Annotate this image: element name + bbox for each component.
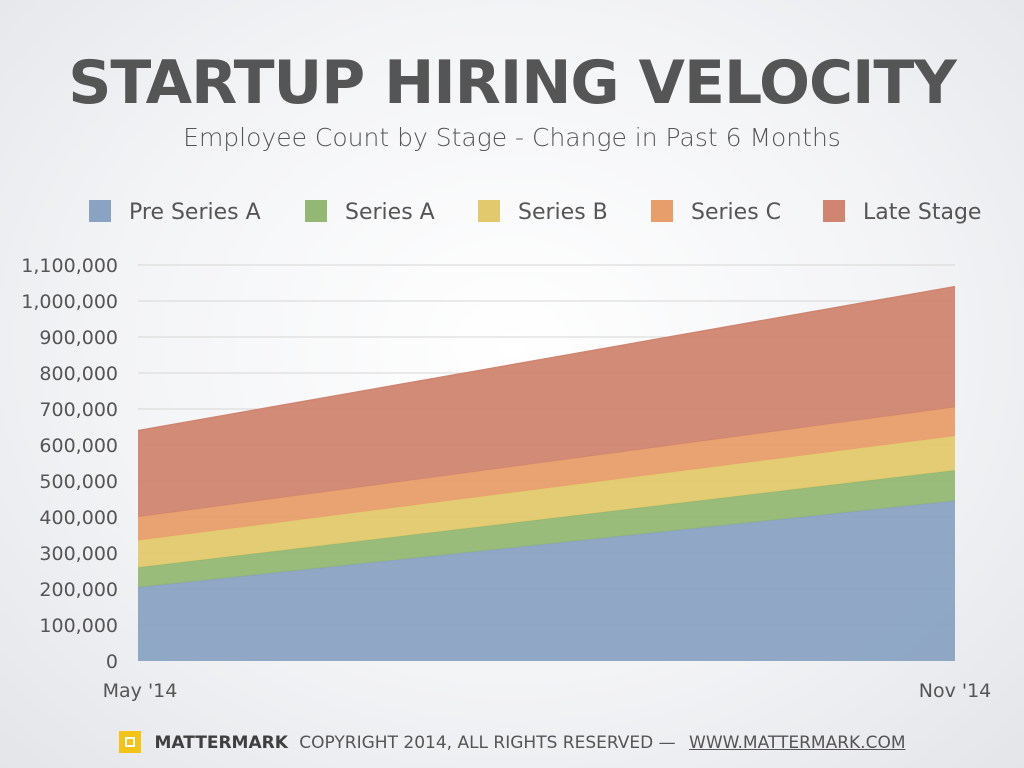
legend-label: Pre Series A: [129, 200, 261, 225]
area-series-5: [138, 286, 955, 517]
legend-swatch: [651, 200, 673, 222]
x-axis: May '14 Nov '14: [103, 680, 992, 702]
legend-item: Series A: [305, 200, 435, 225]
footer-brand: MATTERMARK: [154, 733, 288, 753]
y-tick-label: 800,000: [39, 363, 118, 385]
mattermark-logo-icon: [118, 731, 141, 753]
area-edge-5: [137, 285, 956, 432]
area-series-1: [138, 500, 955, 661]
y-tick-label: 200,000: [39, 579, 118, 601]
legend-item: Series B: [478, 200, 608, 225]
x-tick-label: Nov '14: [919, 680, 992, 702]
legend-label: Series C: [691, 200, 781, 225]
y-tick-label: 0: [106, 651, 118, 673]
legend-item: Late Stage: [823, 200, 981, 225]
legend-label: Late Stage: [863, 200, 981, 225]
legend-item: Pre Series A: [89, 200, 261, 225]
chart-subtitle: Employee Count by Stage - Change in Past…: [183, 123, 841, 152]
y-tick-label: 600,000: [39, 435, 118, 457]
chart-legend: Pre Series A Series A Series B Series C Late…: [89, 200, 981, 225]
stacked-area-chart: Pre Series A Series A Series B Series C Late…: [21, 200, 992, 702]
legend-item: Series C: [651, 200, 781, 225]
footer: MATTERMARK COPYRIGHT 2014, ALL RIGHTS RE…: [0, 730, 1024, 756]
chart-areas: [137, 285, 956, 661]
area-series-4: [138, 407, 955, 541]
y-tick-label: 900,000: [39, 327, 118, 349]
legend-label: Series B: [518, 200, 608, 225]
legend-swatch: [823, 200, 845, 222]
legend-swatch: [478, 200, 500, 222]
y-tick-label: 1,100,000: [21, 255, 118, 277]
legend-swatch: [305, 200, 327, 222]
y-tick-label: 400,000: [39, 507, 118, 529]
y-tick-label: 1,000,000: [21, 291, 118, 313]
y-axis: 0 100,000 200,000 300,000 400,000 500,000 600,…: [21, 255, 118, 673]
area-series-2: [138, 470, 955, 588]
x-tick-label: May '14: [103, 680, 178, 702]
area-series-3: [138, 436, 955, 568]
chart-title: STARTUP HIRING VELOCITY: [68, 48, 957, 118]
y-tick-label: 300,000: [39, 543, 118, 565]
y-tick-label: 100,000: [39, 615, 118, 637]
legend-swatch: [89, 200, 111, 222]
legend-label: Series A: [345, 200, 435, 225]
footer-website-link[interactable]: WWW.MATTERMARK.COM: [689, 733, 906, 753]
footer-copyright: COPYRIGHT 2014, ALL RIGHTS RESERVED —: [299, 733, 676, 753]
y-tick-label: 700,000: [39, 399, 118, 421]
y-tick-label: 500,000: [39, 471, 118, 493]
